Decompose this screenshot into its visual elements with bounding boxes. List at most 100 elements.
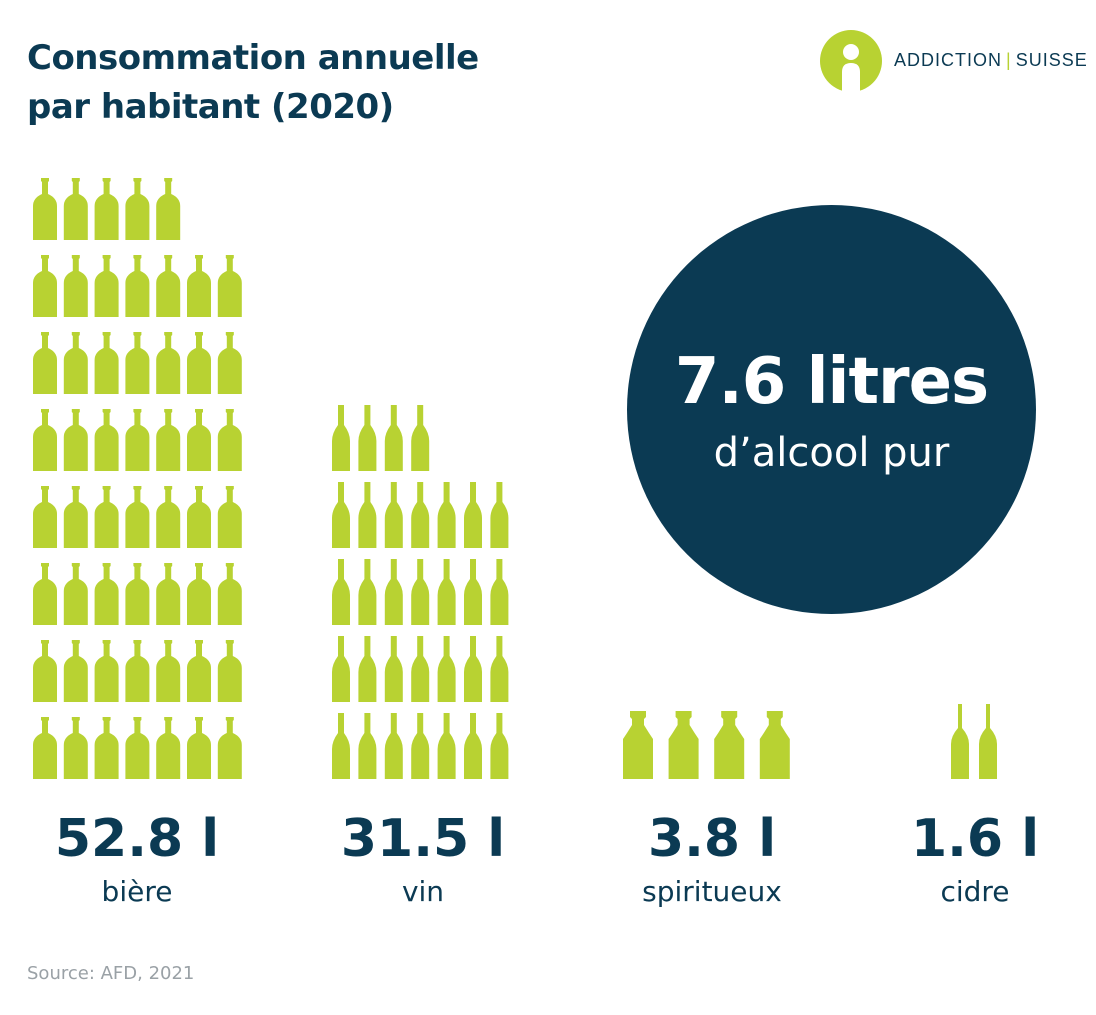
wine-bottle-icon (490, 482, 509, 548)
spirits-bottle-icon (623, 711, 653, 779)
beer-bottle-icon (125, 563, 150, 625)
beer-bottle-icon (125, 178, 150, 240)
wine-bottle-icon (358, 636, 377, 702)
wine-bottle-icon (411, 482, 430, 548)
beer-bottle-icon (63, 178, 88, 240)
beer-bottle-icon (33, 563, 57, 625)
wine-bottle-icon (437, 559, 456, 625)
beer-bottle-icon (94, 409, 119, 471)
beer-bottle-icon (94, 717, 119, 779)
wine-bottle-icon (464, 713, 482, 779)
beer-bottle-icon (156, 717, 181, 779)
beer-bottle-icon (217, 563, 242, 625)
total-circle: 7.6 litres d’alcool pur (627, 205, 1036, 614)
category-name-label: vin (401, 875, 445, 908)
beer-bottle-icon (187, 563, 211, 625)
total-label: d’alcool pur (713, 430, 950, 476)
chart-title-line2: par habitant (2020) (27, 87, 394, 127)
beer-bottle-icon (33, 178, 57, 240)
wine-bottle-icon (411, 559, 430, 625)
beer-bottle-icon (94, 640, 119, 702)
wine-bottle-icon (384, 559, 403, 625)
wine-bottle-icon (490, 636, 509, 702)
beer-bottle-icon (156, 640, 181, 702)
beer-bottle-icon (187, 255, 211, 317)
logo-text: ADDICTION | SUISSE (894, 50, 1088, 71)
beer-bottle-icon (63, 409, 88, 471)
chart-title-line1: Consommation annuelle (27, 38, 479, 78)
wine-bottle-icon (411, 636, 430, 702)
wine-bottle-icon (464, 482, 482, 548)
category-name-label: bière (101, 875, 173, 908)
spirits-bottle-icon (714, 711, 745, 779)
category-value-label: 52.8 l (54, 809, 220, 869)
wine-bottle-icon (464, 636, 482, 702)
wine-bottle-icon (358, 482, 377, 548)
beer-bottle-icon (187, 409, 211, 471)
wine-bottle-icon (332, 559, 350, 625)
beer-bottle-icon (217, 409, 242, 471)
wine-bottle-icon (358, 713, 377, 779)
beer-bottle-icon (217, 255, 242, 317)
beer-bottle-icon (94, 255, 119, 317)
category-value-label: 3.8 l (647, 809, 777, 869)
beer-bottle-icon (63, 255, 88, 317)
beer-bottle-icon (94, 178, 119, 240)
beer-bottle-icon (217, 640, 242, 702)
beer-bottle-icon (63, 332, 88, 394)
category-cider: 1.6 l cidre (845, 808, 1096, 914)
category-name-label: cidre (940, 875, 1010, 908)
logo-person-icon (820, 30, 882, 92)
beer-bottle-icon (125, 717, 150, 779)
beer-bottle-icon (33, 486, 57, 548)
beer-bottle-icon (33, 717, 57, 779)
beer-bottle-icon (33, 255, 57, 317)
wine-bottle-icon (358, 559, 377, 625)
wine-bottle-icon (490, 713, 509, 779)
wine-bottle-icon (437, 482, 456, 548)
beer-bottle-icon (125, 640, 150, 702)
beer-bottle-icon (156, 255, 181, 317)
wine-bottle-icon (411, 713, 430, 779)
wine-bottle-icon (384, 713, 403, 779)
cider-bottle-icon (951, 704, 969, 779)
spirits-bottle-icon (668, 711, 699, 779)
beer-bottle-icon (125, 332, 150, 394)
category-beer: 52.8 l bière (7, 808, 267, 914)
wine-bottle-icon (437, 636, 456, 702)
source-note: Source: AFD, 2021 (27, 963, 195, 984)
beer-bottle-icon (187, 486, 211, 548)
logo-separator: | (1006, 50, 1012, 70)
wine-bottle-icon (384, 405, 403, 471)
wine-bottle-icon (332, 636, 350, 702)
beer-bottle-icon (63, 717, 88, 779)
logo-text-right: SUISSE (1015, 50, 1088, 70)
beer-bottle-icon (94, 563, 119, 625)
beer-bottle-icon (94, 332, 119, 394)
addiction-suisse-logo: ADDICTION | SUISSE (820, 30, 1087, 92)
beer-bottle-icon (187, 332, 211, 394)
beer-bottle-icon (125, 409, 150, 471)
beer-bottle-icon (125, 255, 150, 317)
beer-bottle-icon (156, 332, 181, 394)
category-wine: 31.5 l vin (293, 808, 553, 914)
wine-bottle-icon (437, 713, 456, 779)
chart-title: Consommation annuelle par habitant (2020… (27, 34, 479, 132)
cider-bottle-icon (979, 704, 997, 779)
beer-bottle-icon (33, 409, 57, 471)
category-spirits: 3.8 l spiritueux (582, 808, 842, 914)
beer-bottle-icon (156, 486, 181, 548)
category-value-label: 1.6 l (910, 809, 1040, 869)
beer-bottle-icon (187, 717, 211, 779)
beer-bottle-icon (217, 486, 242, 548)
wine-bottle-icon (384, 636, 403, 702)
wine-bottle-icon (332, 482, 350, 548)
spirits-bottle-icon (759, 711, 790, 779)
beer-bottle-icon (63, 640, 88, 702)
wine-bottle-icon (411, 405, 430, 471)
wine-bottle-icon (464, 559, 482, 625)
beer-bottle-icon (125, 486, 150, 548)
beer-bottle-icon (187, 640, 211, 702)
beer-bottle-icon (217, 332, 242, 394)
